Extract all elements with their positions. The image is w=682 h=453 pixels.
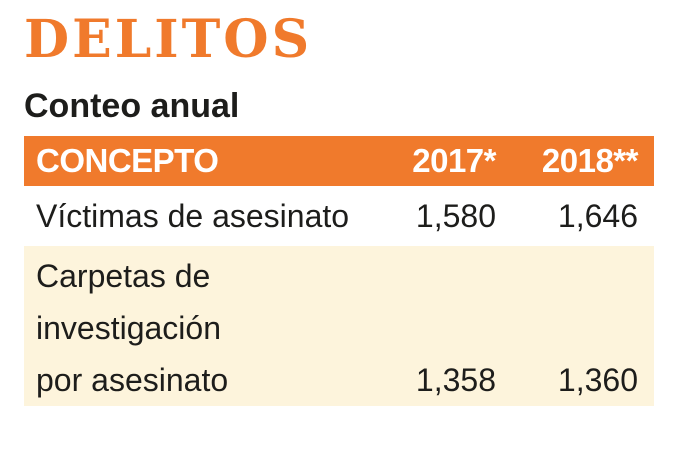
row-label-line: Carpetas de xyxy=(36,258,211,294)
column-header-concepto: CONCEPTO xyxy=(36,142,219,179)
cell-carpetas-2017: 1,358 xyxy=(415,362,496,398)
row-label-line: investigación xyxy=(36,310,221,346)
table-row: Víctimas de asesinato 1,580 1,646 xyxy=(24,186,654,246)
page-title: DELITOS xyxy=(24,9,313,70)
table-row: Carpetas de investigación por asesinato … xyxy=(24,246,654,406)
row-label-victimas: Víctimas de asesinato xyxy=(36,198,350,234)
cell-victimas-2017: 1,580 xyxy=(415,198,496,234)
cell-victimas-2018: 1,646 xyxy=(557,198,638,234)
page-subtitle: Conteo anual xyxy=(24,87,240,125)
cell-carpetas-2018: 1,360 xyxy=(557,362,638,398)
column-header-2017: 2017* xyxy=(412,142,496,179)
data-table: CONCEPTO 2017* 2018** Víctimas de asesin… xyxy=(24,136,654,406)
column-header-2018: 2018** xyxy=(541,142,639,179)
row-label-carpetas: Carpetas de investigación por asesinato xyxy=(36,250,316,406)
row-label-line: por asesinato xyxy=(36,362,229,398)
table-header-row: CONCEPTO 2017* 2018** xyxy=(24,136,654,186)
